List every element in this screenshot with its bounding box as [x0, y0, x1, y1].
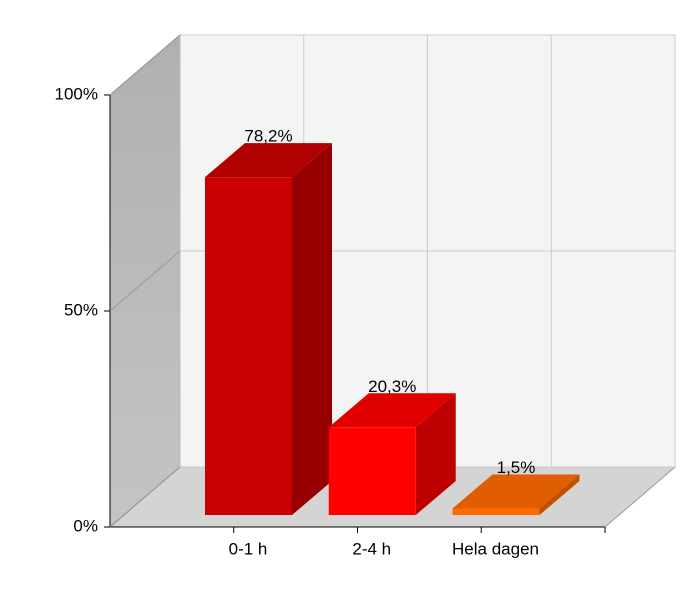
bar: [205, 177, 292, 515]
bar-side: [292, 143, 332, 515]
grid-line: [109, 34, 181, 96]
x-tick-label: 2-4 h: [352, 539, 391, 558]
y-tick-label: 0%: [73, 516, 98, 535]
y-tick-label: 100%: [55, 84, 98, 103]
bar: [452, 508, 540, 515]
x-tick-label: Hela dagen: [452, 539, 539, 558]
value-label: 20,3%: [368, 377, 416, 396]
bar-top: [328, 393, 456, 428]
bar: [328, 427, 416, 515]
bar-top: [452, 474, 580, 509]
value-label: 78,2%: [244, 127, 292, 146]
bar-side: [539, 474, 580, 515]
grid-line: [109, 250, 181, 312]
value-label: 1,5%: [497, 458, 536, 477]
bar-side: [415, 393, 456, 515]
x-tick-label: 0-1 h: [229, 539, 268, 558]
grid-line: [109, 466, 181, 528]
y-tick-label: 50%: [64, 300, 98, 319]
bar-top: [205, 143, 332, 178]
